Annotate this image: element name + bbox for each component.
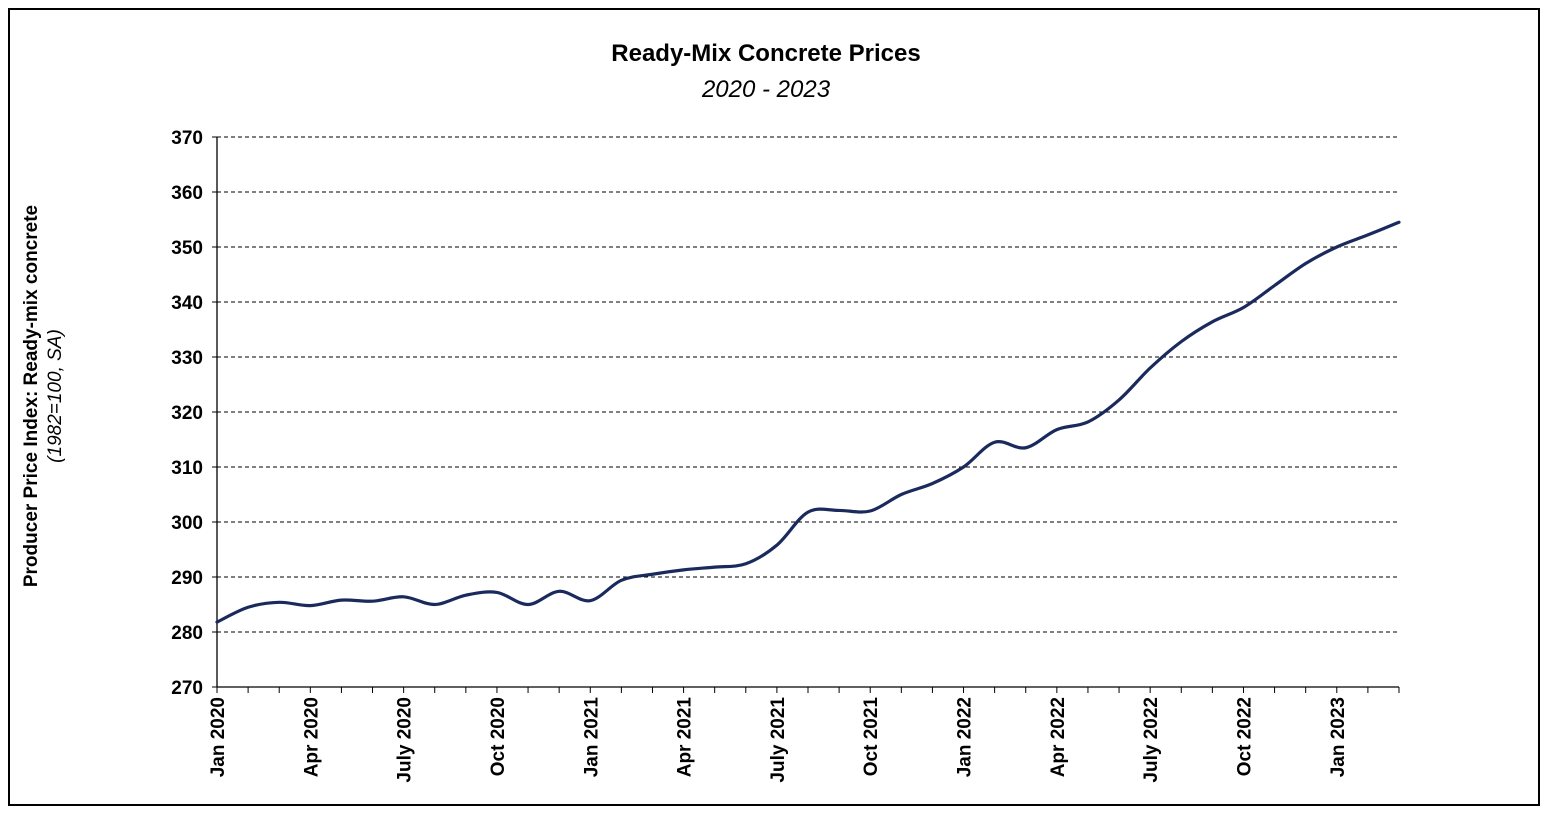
x-tick-label: July 2021 (768, 697, 789, 783)
x-tick-label: Apr 2021 (675, 697, 696, 778)
data-point (1304, 262, 1307, 265)
series-line (215, 220, 1401, 624)
data-point (962, 466, 965, 469)
data-point (931, 482, 934, 485)
y-tick-label: 310 (171, 458, 203, 479)
x-tick-label: Jan 2022 (955, 697, 976, 777)
gridlines (217, 136, 1399, 633)
series-layer (215, 220, 1401, 624)
data-point (869, 510, 872, 513)
data-point (433, 603, 436, 606)
data-point (402, 595, 405, 598)
y-tick-label: 270 (171, 678, 203, 699)
x-tick-label: Apr 2020 (301, 697, 322, 777)
y-tick-label: 330 (171, 348, 203, 369)
data-point (1086, 420, 1089, 423)
data-point (744, 562, 747, 565)
data-point (682, 568, 685, 571)
y-tick-label: 360 (171, 183, 203, 204)
data-point (464, 594, 467, 597)
data-point (993, 441, 996, 444)
data-point (278, 601, 281, 604)
x-tick-label: Jan 2023 (1328, 697, 1349, 777)
x-tick-label: Oct 2021 (861, 697, 882, 777)
y-tick-label: 290 (171, 568, 203, 589)
x-tick-label: Apr 2022 (1048, 697, 1069, 777)
y-tick-label: 280 (171, 623, 203, 644)
y-tick-label: 300 (171, 513, 203, 534)
x-tick-labels: Jan 2020 Apr 2020 July 2020 Oct 2020 Jan 202… (208, 697, 1349, 783)
data-point (340, 599, 343, 602)
data-point (1366, 233, 1369, 236)
y-tick-labels: 270 280 290 300 310 320 330 340 350 360 370 (171, 128, 203, 699)
data-point (1180, 340, 1183, 343)
data-point (1398, 221, 1401, 224)
x-tick-label: July 2020 (395, 697, 416, 783)
data-point (900, 493, 903, 496)
data-point (1118, 398, 1121, 401)
y-tick-label: 320 (171, 403, 203, 424)
x-tick-label: Oct 2022 (1234, 697, 1255, 776)
data-point (495, 591, 498, 594)
data-point (527, 603, 530, 606)
x-tick-label: Jan 2021 (581, 697, 602, 778)
data-point (1242, 306, 1245, 309)
y-tick-label: 350 (171, 238, 203, 259)
data-point (247, 606, 250, 609)
data-point (620, 579, 623, 582)
data-point (651, 573, 654, 576)
data-point (1055, 428, 1058, 431)
y-tick-label: 370 (171, 128, 203, 149)
data-point (1211, 320, 1214, 323)
data-point (558, 590, 561, 593)
data-point (838, 509, 841, 512)
data-point (589, 599, 592, 602)
x-tick-label: July 2022 (1141, 697, 1162, 783)
data-point (309, 604, 312, 607)
data-point (1024, 446, 1027, 449)
chart-frame (8, 8, 1540, 806)
data-point (1149, 367, 1152, 370)
x-tick-label: Jan 2020 (208, 697, 229, 777)
data-point (1335, 246, 1338, 249)
chart-subtitle: 2020 - 2023 (701, 76, 831, 103)
data-point (775, 544, 778, 547)
chart-title: Ready-Mix Concrete Prices (611, 40, 921, 67)
axes (212, 136, 1400, 693)
x-tick-label: Oct 2020 (488, 697, 509, 776)
data-point (216, 621, 219, 624)
data-point (713, 566, 716, 569)
data-point (807, 511, 810, 514)
data-point (1273, 284, 1276, 287)
data-point (371, 600, 374, 603)
y-tick-label: 340 (171, 293, 203, 314)
